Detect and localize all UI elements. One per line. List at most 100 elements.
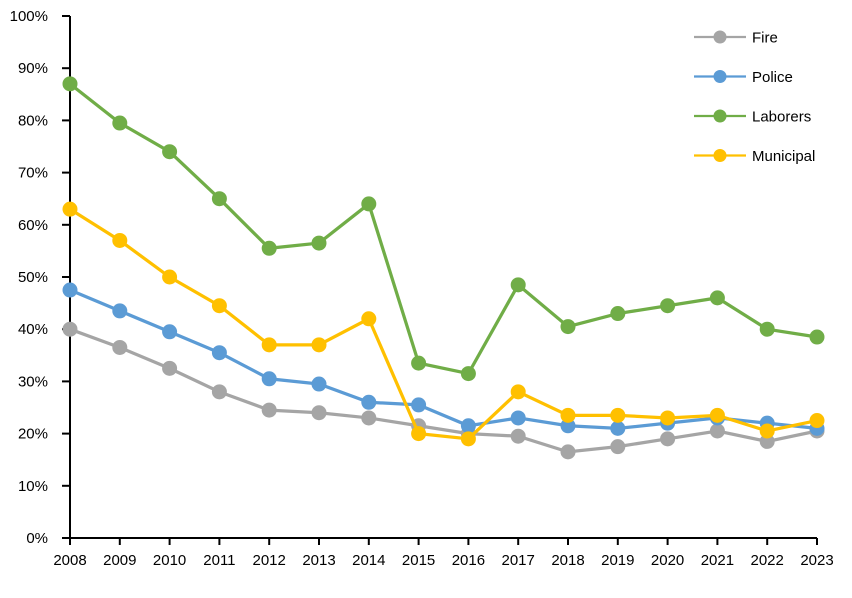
legend-label-laborers: Laborers: [752, 109, 811, 126]
series-line-fire: [69, 327, 818, 454]
x-tick-label: 2016: [452, 552, 485, 569]
y-tick-label: 70%: [18, 165, 48, 182]
data-point-police-2018: [560, 418, 576, 434]
y-tick-label: 20%: [18, 426, 48, 443]
x-tick-label: 2019: [601, 552, 634, 569]
x-tick-label: 2014: [352, 552, 385, 569]
series-line-laborers: [68, 82, 818, 376]
data-point-police-2009: [112, 303, 128, 319]
x-tick-label: 2013: [302, 552, 335, 569]
y-tick-label: 60%: [18, 217, 48, 234]
legend-item-laborers: Laborers: [694, 109, 811, 126]
x-tick-label: 2012: [253, 552, 286, 569]
data-point-laborers-2020: [660, 298, 676, 314]
x-tick-label: 2022: [751, 552, 784, 569]
data-point-municipal-2011: [211, 298, 227, 314]
legend-label-municipal: Municipal: [752, 148, 815, 165]
data-point-fire-2009: [112, 339, 128, 355]
data-point-police-2016: [460, 418, 476, 434]
data-point-fire-2019: [610, 439, 626, 455]
data-point-fire-2010: [162, 360, 178, 376]
data-point-police-2011: [211, 345, 227, 361]
data-point-municipal-2022: [759, 423, 775, 439]
data-point-police-2013: [311, 376, 327, 392]
data-point-municipal-2017: [510, 384, 526, 400]
data-point-police-2010: [162, 324, 178, 340]
data-point-laborers-2016: [460, 366, 476, 382]
legend-marker-dot-fire: [713, 30, 727, 44]
data-point-fire-2017: [510, 428, 526, 444]
data-point-laborers-2015: [411, 355, 427, 371]
legend-label-police: Police: [752, 69, 793, 86]
data-point-laborers-2013: [311, 235, 327, 251]
x-tick-label: 2008: [53, 552, 86, 569]
data-point-fire-2008: [62, 321, 78, 337]
x-tick-label: 2018: [551, 552, 584, 569]
data-point-municipal-2023: [809, 413, 825, 429]
x-tick-label: 2009: [103, 552, 136, 569]
data-point-fire-2012: [261, 402, 277, 418]
data-point-municipal-2018: [560, 407, 576, 423]
legend-label-fire: Fire: [752, 30, 778, 47]
data-point-fire-2020: [660, 431, 676, 447]
data-point-fire-2011: [211, 384, 227, 400]
data-point-police-2012: [261, 371, 277, 387]
data-point-laborers-2018: [560, 319, 576, 335]
data-point-laborers-2014: [361, 196, 377, 212]
data-point-laborers-2023: [809, 329, 825, 345]
y-tick-label: 90%: [18, 60, 48, 77]
data-point-municipal-2012: [261, 337, 277, 353]
legend-marker-dot-police: [713, 70, 727, 83]
y-tick-label: 10%: [18, 478, 48, 495]
legend-item-police: Police: [694, 69, 793, 86]
y-tick-label: 80%: [18, 112, 48, 129]
x-tick-label: 2020: [651, 552, 684, 569]
data-point-police-2015: [411, 397, 427, 413]
data-point-municipal-2015: [411, 426, 427, 442]
data-point-municipal-2010: [162, 269, 178, 285]
legend-marker-dot-municipal: [713, 149, 727, 162]
data-point-police-2019: [610, 420, 626, 436]
x-tick-label: 2010: [153, 552, 186, 569]
data-point-municipal-2008: [62, 201, 78, 217]
data-point-police-2008: [62, 282, 78, 298]
x-tick-label: 2011: [203, 552, 235, 569]
data-point-municipal-2021: [709, 407, 725, 423]
y-tick-label: 0%: [26, 530, 48, 547]
y-tick-label: 30%: [18, 373, 48, 390]
series-line-police: [69, 288, 818, 431]
data-point-laborers-2022: [759, 321, 775, 337]
legend-item-municipal: Municipal: [694, 148, 815, 165]
series-line-municipal: [69, 207, 818, 441]
data-point-laborers-2010: [162, 144, 178, 160]
data-point-police-2014: [361, 394, 377, 410]
x-tick-label: 2021: [701, 552, 734, 569]
x-tick-label: 2015: [402, 552, 435, 569]
x-tick-label: 2023: [800, 552, 833, 569]
data-point-fire-2013: [311, 405, 327, 421]
data-point-fire-2014: [361, 410, 377, 426]
data-point-laborers-2011: [211, 191, 227, 207]
y-tick-label: 100%: [10, 8, 48, 25]
y-tick-label: 50%: [18, 269, 48, 286]
data-point-municipal-2014: [361, 311, 377, 327]
data-point-municipal-2013: [311, 337, 327, 353]
data-point-fire-2022: [759, 433, 775, 449]
legend-item-fire: Fire: [694, 30, 778, 47]
x-tick-label: 2017: [502, 552, 535, 569]
y-tick-label: 40%: [18, 321, 48, 338]
data-point-laborers-2019: [610, 306, 626, 322]
legend-marker-dot-laborers: [713, 109, 727, 123]
data-point-laborers-2017: [510, 277, 526, 293]
data-point-fire-2018: [560, 444, 576, 460]
data-point-municipal-2016: [460, 431, 476, 447]
data-point-laborers-2021: [709, 290, 725, 306]
data-point-municipal-2019: [610, 407, 626, 423]
data-point-police-2017: [510, 410, 526, 426]
data-point-laborers-2008: [62, 76, 78, 92]
data-point-laborers-2012: [261, 240, 277, 256]
data-point-fire-2021: [709, 423, 725, 439]
data-point-laborers-2009: [112, 115, 128, 131]
